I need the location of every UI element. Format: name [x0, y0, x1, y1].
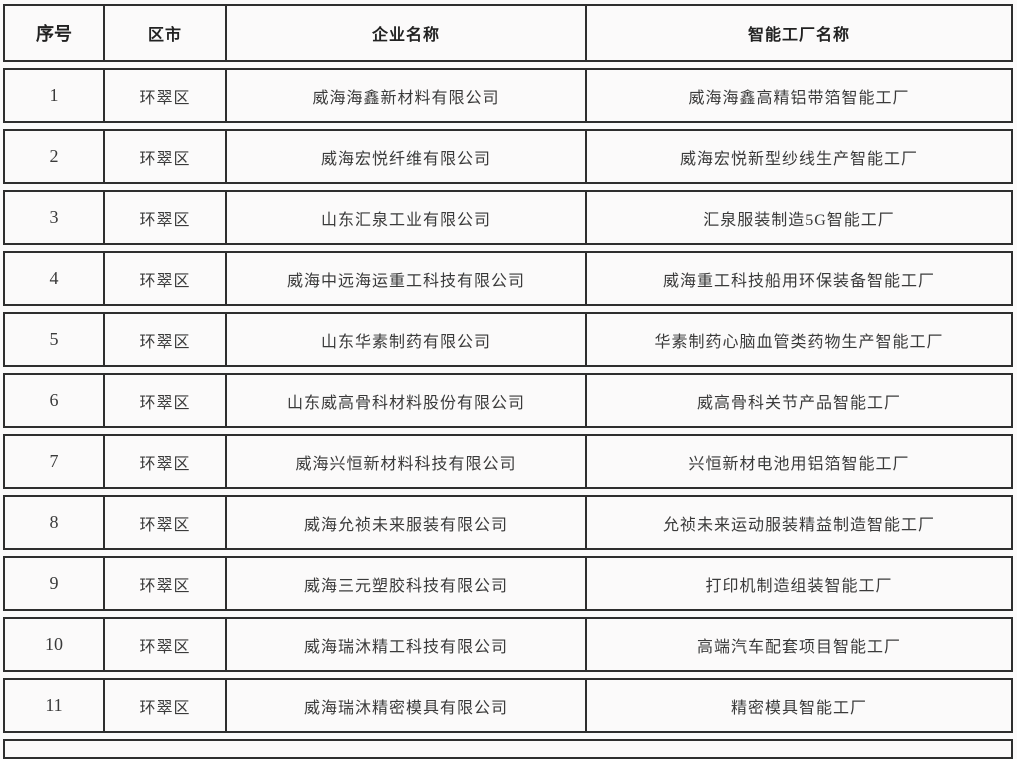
- cell-company: 山东华素制药有限公司: [227, 314, 587, 365]
- cell-serial: 5: [5, 314, 105, 365]
- cell-serial: 8: [5, 497, 105, 548]
- table-row: 4 环翠区 威海中远海运重工科技有限公司 威海重工科技船用环保装备智能工厂: [3, 251, 1013, 306]
- cell-factory: 汇泉服装制造5G智能工厂: [703, 211, 895, 229]
- cell-serial: 1: [5, 70, 105, 121]
- cell-factory: 威海宏悦新型纱线生产智能工厂: [679, 150, 918, 168]
- cell-serial: 6: [5, 375, 105, 426]
- cell-company: 威海中远海运重工科技有限公司: [227, 253, 587, 304]
- cell-district: 环翠区: [105, 497, 227, 548]
- table-header-row: 序号 区市 企业名称 智能工厂名称: [3, 4, 1013, 62]
- cell-company: 威海兴恒新材料科技有限公司: [227, 436, 587, 487]
- table-row: 2 环翠区 威海宏悦纤维有限公司 威海宏悦新型纱线生产智能工厂: [3, 129, 1013, 184]
- table-row: 11 环翠区 威海瑞沐精密模具有限公司 精密模具智能工厂: [3, 678, 1013, 733]
- column-header-district: 区市: [105, 6, 227, 60]
- column-header-factory: 智能工厂名称: [747, 27, 850, 44]
- cell-factory: 威海重工科技船用环保装备智能工厂: [662, 272, 935, 290]
- cell-factory: 华素制药心脑血管类药物生产智能工厂: [654, 333, 944, 351]
- column-header-company: 企业名称: [227, 6, 587, 60]
- table-row: 1 环翠区 威海海鑫新材料有限公司 威海海鑫高精铝带箔智能工厂: [3, 68, 1013, 123]
- cell-company: 山东汇泉工业有限公司: [227, 192, 587, 243]
- cell-serial: 2: [5, 131, 105, 182]
- table-row: 9 环翠区 威海三元塑胶科技有限公司 打印机制造组装智能工厂: [3, 556, 1013, 611]
- cell-company: 威海三元塑胶科技有限公司: [227, 558, 587, 609]
- cell-factory: 威海海鑫高精铝带箔智能工厂: [688, 89, 910, 107]
- table-row: 8 环翠区 威海允祯未来服装有限公司 允祯未来运动服装精益制造智能工厂: [3, 495, 1013, 550]
- cell-company: 威海允祯未来服装有限公司: [227, 497, 587, 548]
- cell-serial: 7: [5, 436, 105, 487]
- cell-serial: 9: [5, 558, 105, 609]
- cell-company: 威海瑞沐精工科技有限公司: [227, 619, 587, 670]
- cell-factory: 允祯未来运动服装精益制造智能工厂: [662, 516, 935, 534]
- cell-serial: 3: [5, 192, 105, 243]
- cell-district: 环翠区: [105, 375, 227, 426]
- cell-district: 环翠区: [105, 314, 227, 365]
- cell-district: 环翠区: [105, 70, 227, 121]
- cell-district: 环翠区: [105, 619, 227, 670]
- table-row: 5 环翠区 山东华素制药有限公司 华素制药心脑血管类药物生产智能工厂: [3, 312, 1013, 367]
- table-row: 10 环翠区 威海瑞沐精工科技有限公司 高端汽车配套项目智能工厂: [3, 617, 1013, 672]
- table-body: 1 环翠区 威海海鑫新材料有限公司 威海海鑫高精铝带箔智能工厂 2 环翠区 威海…: [3, 68, 1013, 733]
- cell-district: 环翠区: [105, 680, 227, 731]
- table-row-partial: [3, 739, 1013, 759]
- smart-factory-table: 序号 区市 企业名称 智能工厂名称 1 环翠区 威海海鑫新材料有限公司 威海海鑫…: [3, 4, 1013, 759]
- cell-company: 威海海鑫新材料有限公司: [227, 70, 587, 121]
- cell-factory: 兴恒新材电池用铝箔智能工厂: [688, 455, 910, 473]
- cell-district: 环翠区: [105, 436, 227, 487]
- cell-factory: 威高骨科关节产品智能工厂: [696, 394, 901, 412]
- column-header-serial: 序号: [5, 6, 105, 60]
- cell-factory: 精密模具智能工厂: [730, 699, 867, 717]
- cell-district: 环翠区: [105, 192, 227, 243]
- cell-company: 威海宏悦纤维有限公司: [227, 131, 587, 182]
- cell-serial: 4: [5, 253, 105, 304]
- cell-district: 环翠区: [105, 253, 227, 304]
- cell-serial: 10: [5, 619, 105, 670]
- cell-company: 山东威高骨科材料股份有限公司: [227, 375, 587, 426]
- table-row: 7 环翠区 威海兴恒新材料科技有限公司 兴恒新材电池用铝箔智能工厂: [3, 434, 1013, 489]
- table-row: 3 环翠区 山东汇泉工业有限公司 汇泉服装制造5G智能工厂: [3, 190, 1013, 245]
- cell-serial: 11: [5, 680, 105, 731]
- cell-district: 环翠区: [105, 131, 227, 182]
- cell-company: 威海瑞沐精密模具有限公司: [227, 680, 587, 731]
- cell-factory: 打印机制造组装智能工厂: [705, 577, 893, 595]
- cell-factory: 高端汽车配套项目智能工厂: [696, 638, 901, 656]
- cell-district: 环翠区: [105, 558, 227, 609]
- table-row: 6 环翠区 山东威高骨科材料股份有限公司 威高骨科关节产品智能工厂: [3, 373, 1013, 428]
